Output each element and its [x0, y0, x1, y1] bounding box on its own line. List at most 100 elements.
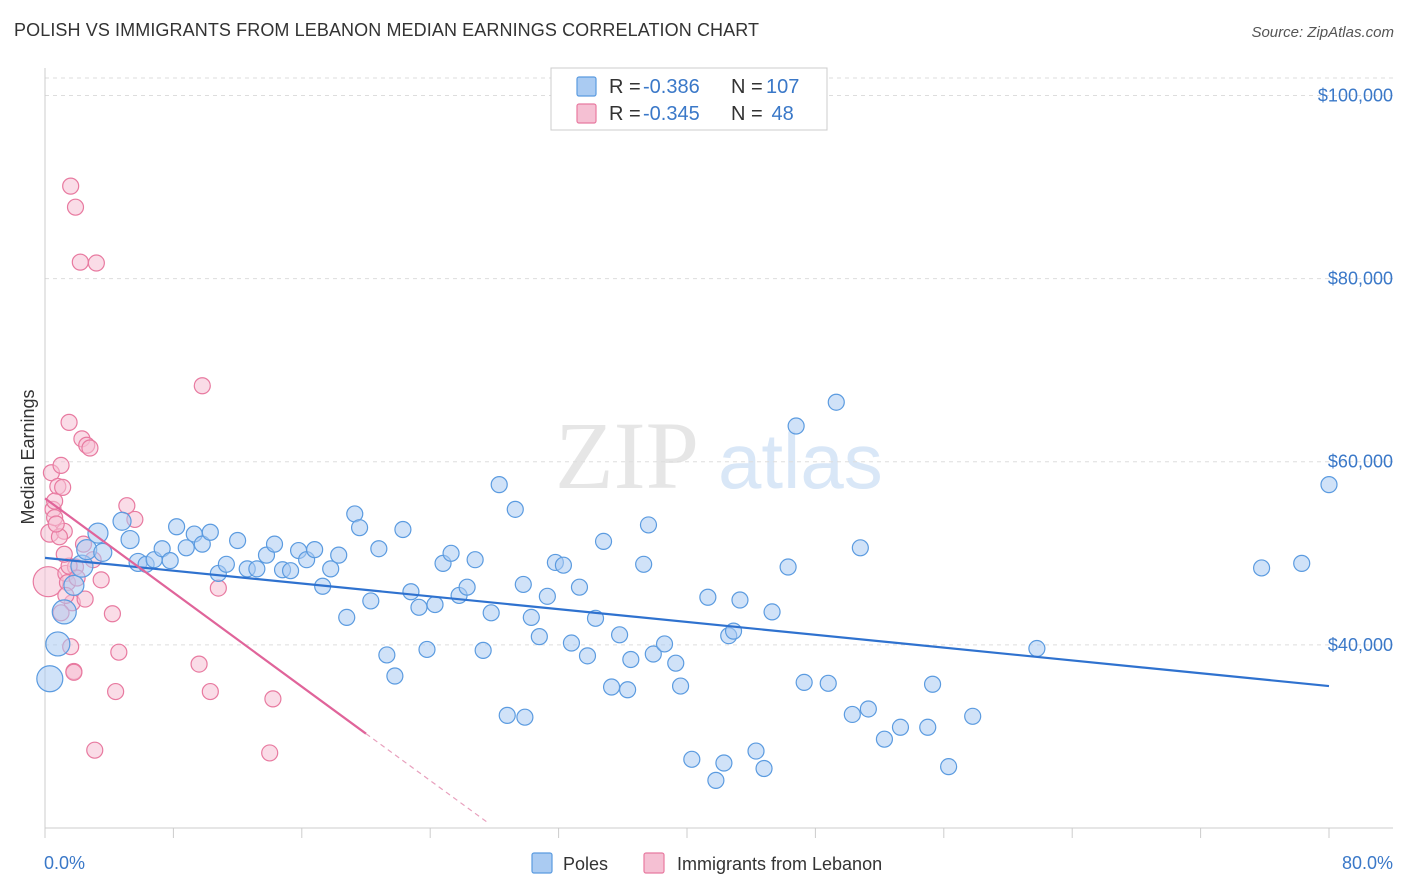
lebanon-point — [62, 177, 80, 195]
x-tick-label-max: 80.0% — [1342, 853, 1393, 873]
y-tick-label: $40,000 — [1328, 635, 1393, 655]
poles-point — [402, 583, 420, 601]
poles-point — [177, 539, 195, 557]
poles-point — [516, 708, 534, 726]
lebanon-point — [110, 643, 128, 661]
poles-point — [667, 654, 685, 672]
poles-point — [362, 592, 380, 610]
poles-point — [859, 700, 877, 718]
lebanon-point — [264, 690, 282, 708]
lebanon-point — [261, 744, 279, 762]
poles-point — [514, 575, 532, 594]
poles-point — [51, 599, 77, 625]
poles-point — [644, 645, 662, 663]
lebanon-point — [190, 655, 208, 673]
lebanon-point — [52, 456, 70, 474]
bottom-legend: Poles Immigrants from Lebanon — [531, 852, 882, 874]
lebanon-point — [60, 413, 78, 431]
legend-r-value-poles: -0.386 — [643, 76, 700, 98]
poles-point — [193, 535, 211, 553]
poles-point — [338, 608, 356, 626]
poles-point — [578, 647, 597, 665]
poles-point — [378, 646, 396, 664]
poles-point — [655, 635, 674, 653]
poles-point — [442, 544, 460, 562]
poles-point — [707, 771, 725, 789]
poles-point — [827, 393, 845, 411]
legend-swatch-lebanon — [576, 103, 597, 124]
poles-point — [891, 718, 910, 736]
poles-point — [370, 540, 388, 558]
lebanon-point — [87, 254, 105, 272]
axes — [44, 68, 1393, 829]
lebanon-point — [86, 741, 104, 759]
poles-trend-line — [44, 556, 1330, 688]
legend-box — [550, 67, 828, 131]
poles-point — [731, 591, 749, 609]
lebanon-point — [65, 663, 83, 681]
chart-source: Source: ZipAtlas.com — [1251, 24, 1394, 41]
lebanon-point — [54, 478, 72, 496]
poles-point — [112, 511, 132, 531]
lebanon-point — [92, 571, 110, 589]
poles-point — [350, 519, 369, 537]
poles-point — [410, 598, 428, 616]
lebanon-point — [81, 439, 99, 457]
legend-n-label-lebanon: N = — [731, 103, 763, 125]
lebanon-point — [193, 377, 211, 395]
poles-point — [671, 677, 690, 695]
poles-point — [281, 562, 300, 580]
poles-point — [594, 532, 613, 550]
poles-point — [747, 742, 765, 760]
bottom-legend-swatch-lebanon — [643, 852, 665, 874]
poles-point — [683, 750, 701, 768]
lebanon-point — [47, 515, 65, 533]
legend-swatch-poles — [576, 76, 597, 97]
bottom-legend-swatch-poles — [531, 852, 553, 874]
poles-point — [229, 531, 247, 550]
poles-point — [1252, 559, 1271, 577]
lebanon-point — [103, 605, 122, 623]
poles-point — [795, 673, 813, 692]
poles-point — [610, 626, 629, 644]
poles-point — [554, 556, 573, 574]
poles-point — [45, 631, 71, 657]
x-ticks — [44, 828, 1330, 838]
bottom-legend-label-lebanon: Immigrants from Lebanon — [677, 854, 882, 874]
poles-point — [474, 641, 492, 659]
poles-point — [63, 574, 85, 596]
y-axis-title: Median Earnings — [18, 389, 38, 524]
poles-point — [498, 706, 516, 724]
legend-r-label-lebanon: R = — [609, 103, 641, 125]
poles-point — [330, 546, 348, 564]
poles-point — [964, 707, 982, 725]
poles-point — [322, 560, 340, 578]
y-tick-labels: $40,000 $60,000 $80,000 $100,000 — [1318, 85, 1393, 654]
poles-point — [306, 541, 324, 559]
lebanon-point — [76, 590, 94, 608]
lebanon-point — [201, 682, 219, 701]
poles-point — [161, 552, 179, 570]
legend: R = -0.386 N = 107 R = -0.345 N = 48 — [550, 67, 828, 131]
poles-point — [923, 675, 942, 693]
poles-point — [538, 587, 556, 605]
poles-point — [699, 588, 717, 606]
poles-point — [120, 529, 140, 550]
poles-point — [940, 758, 958, 776]
poles-point — [875, 730, 894, 748]
poles-point — [635, 555, 653, 573]
y-tick-label: $100,000 — [1318, 85, 1393, 105]
chart-title: POLISH VS IMMIGRANTS FROM LEBANON MEDIAN… — [14, 20, 760, 40]
series-lebanon-points — [32, 177, 282, 762]
poles-point — [639, 516, 658, 534]
lebanon-trend-line — [44, 497, 367, 735]
poles-point — [168, 518, 186, 536]
poles-point — [1320, 476, 1338, 494]
poles-point — [93, 542, 113, 562]
legend-n-value-lebanon: 48 — [766, 103, 794, 125]
poles-point — [87, 522, 109, 544]
watermark-zip: ZIP — [555, 402, 699, 509]
poles-point — [1028, 639, 1046, 658]
legend-n-label-poles: N = — [731, 76, 763, 98]
